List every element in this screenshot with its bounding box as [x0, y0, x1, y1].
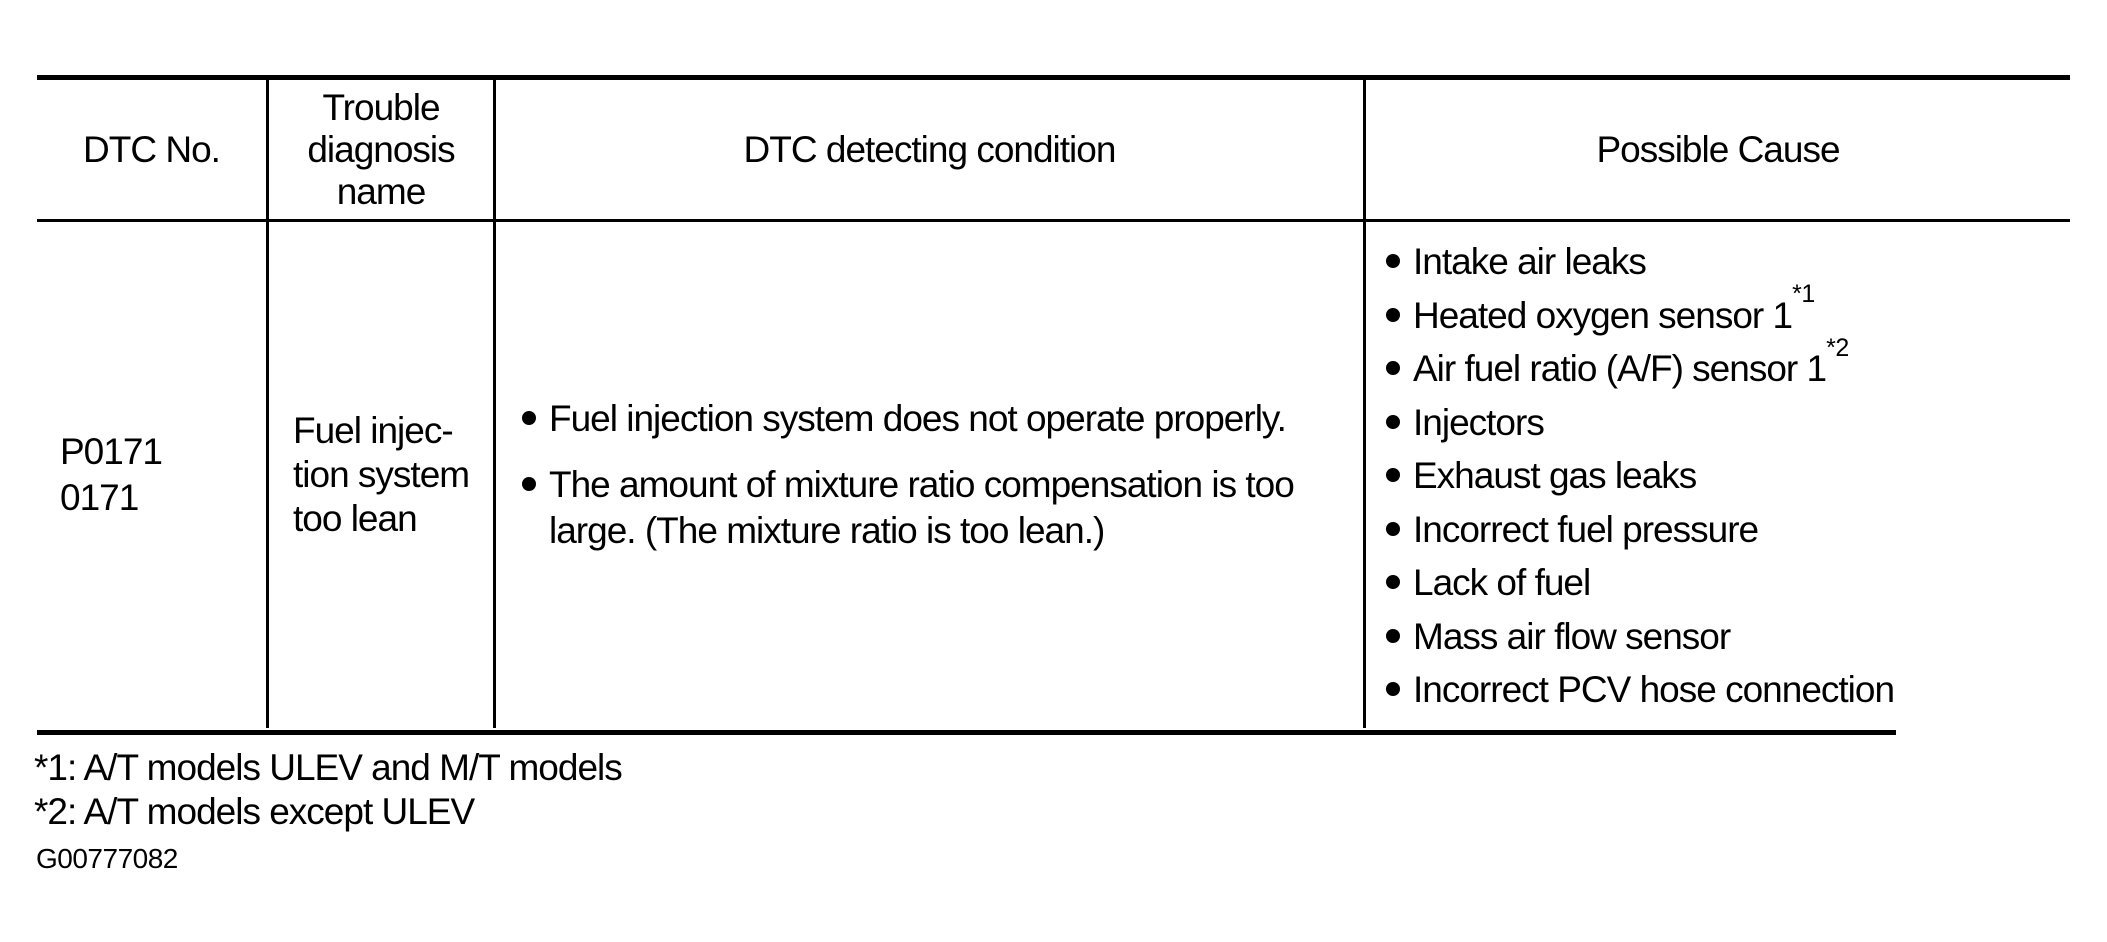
bullet-icon — [1386, 575, 1400, 589]
possible-cause-text: Heated oxygen sensor 1*1 — [1413, 280, 1815, 336]
trouble-name-line: tion system — [293, 454, 470, 495]
bullet-icon — [1386, 468, 1400, 482]
bullet-icon — [1386, 414, 1400, 429]
trouble-name-line: too lean — [293, 498, 418, 539]
bullet-icon — [522, 411, 536, 425]
footnote-1: *1: A/T models ULEV and M/T models — [34, 747, 623, 788]
cell-possible-causes: Intake air leaks Heated oxygen sensor 1*… — [1363, 222, 2070, 728]
header-possible-cause: Possible Cause — [1363, 80, 2070, 219]
detecting-condition-item: Fuel injection system does not operate p… — [522, 396, 1349, 442]
possible-cause-text: Incorrect fuel pressure — [1413, 508, 1759, 550]
possible-cause-text: Exhaust gas leaks — [1413, 455, 1697, 496]
footnote-ref: *1 — [1792, 280, 1815, 309]
possible-cause-item: Air fuel ratio (A/F) sensor 1*2 — [1386, 333, 2062, 389]
possible-cause-text: Intake air leaks — [1413, 241, 1647, 282]
detecting-condition-item: The amount of mixture ratio compensation… — [522, 462, 1349, 554]
cell-dtc-no: P0171 0171 — [37, 222, 266, 728]
possible-cause-item: Lack of fuel — [1386, 563, 2062, 603]
table-header-row: DTC No. Trouble diagnosis name DTC detec… — [37, 80, 2070, 222]
bullet-icon — [1386, 254, 1400, 268]
possible-cause-text: Mass air flow sensor — [1413, 615, 1731, 657]
header-trouble-line: name — [336, 170, 427, 212]
possible-cause-item: Mass air flow sensor — [1386, 615, 2062, 657]
table-bottom-rule — [37, 730, 1896, 735]
possible-cause-item: Intake air leaks — [1386, 242, 2062, 282]
dtc-table: DTC No. Trouble diagnosis name DTC detec… — [37, 75, 2070, 728]
bullet-icon — [1386, 361, 1400, 375]
header-trouble-line: diagnosis — [307, 128, 455, 170]
table-body-row: P0171 0171 Fuel injec- tion system too l… — [37, 222, 2070, 728]
header-detecting-condition-label: DTC detecting condition — [743, 128, 1117, 170]
header-dtc-no: DTC No. — [37, 80, 266, 219]
header-detecting-condition: DTC detecting condition — [493, 80, 1363, 219]
dtc-code-mil: 0171 — [60, 477, 139, 518]
possible-cause-text: Injectors — [1413, 401, 1545, 443]
possible-cause-item: Incorrect PCV hose connection — [1386, 670, 2062, 710]
cell-detecting-condition: Fuel injection system does not operate p… — [493, 222, 1363, 728]
footnote-ref: *2 — [1826, 333, 1849, 362]
detecting-condition-text: The amount of mixture ratio compensation… — [549, 464, 1295, 551]
header-possible-cause-label: Possible Cause — [1596, 128, 1840, 170]
possible-cause-item: Injectors — [1386, 401, 2062, 443]
trouble-name-line: Fuel injec- — [293, 410, 454, 451]
dtc-code-obd: P0171 — [60, 431, 163, 472]
bullet-icon — [1386, 628, 1400, 643]
bullet-icon — [1386, 682, 1400, 696]
footnotes: *1: A/T models ULEV and M/T models *2: A… — [34, 746, 623, 834]
cell-trouble-diagnosis-name: Fuel injec- tion system too lean — [266, 222, 493, 728]
possible-cause-text: Incorrect PCV hose connection — [1413, 669, 1895, 710]
figure-id: G00777082 — [36, 843, 178, 874]
bullet-icon — [1386, 307, 1400, 322]
header-trouble-diagnosis-name: Trouble diagnosis name — [266, 80, 493, 219]
detecting-condition-text: Fuel injection system does not operate p… — [549, 398, 1287, 439]
possible-cause-item: Exhaust gas leaks — [1386, 456, 2062, 496]
possible-cause-text: Air fuel ratio (A/F) sensor 1*2 — [1413, 333, 1849, 389]
possible-cause-item: Incorrect fuel pressure — [1386, 508, 2062, 550]
possible-cause-item: Heated oxygen sensor 1*1 — [1386, 280, 2062, 336]
bullet-icon — [1386, 521, 1400, 536]
footnote-2: *2: A/T models except ULEV — [34, 791, 475, 832]
header-dtc-no-label: DTC No. — [83, 128, 221, 170]
possible-cause-text: Lack of fuel — [1413, 562, 1591, 603]
header-trouble-line: Trouble — [322, 86, 440, 128]
bullet-icon — [522, 477, 536, 491]
